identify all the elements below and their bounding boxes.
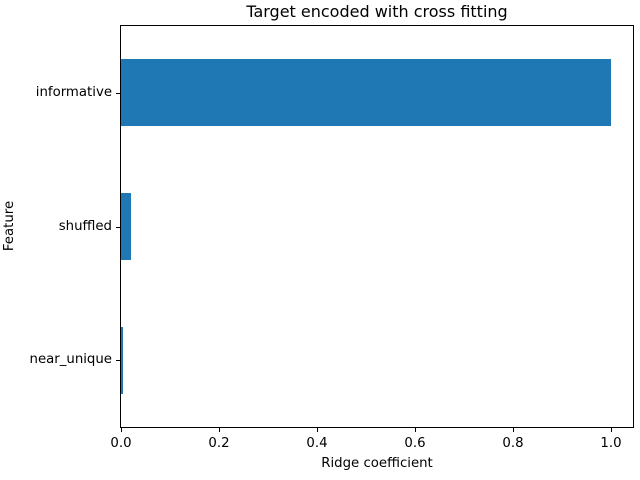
bar-near_unique bbox=[121, 327, 123, 394]
y-tick-mark bbox=[116, 360, 120, 361]
x-tick-label-0: 0.0 bbox=[110, 436, 132, 451]
x-tick-label-0.8: 0.8 bbox=[502, 436, 524, 451]
chart-title: Target encoded with cross fitting bbox=[246, 2, 508, 21]
y-tick-mark bbox=[116, 93, 120, 94]
x-tick-mark bbox=[121, 428, 122, 432]
y-tick-label-near_unique: near_unique bbox=[29, 352, 112, 367]
bar-informative bbox=[121, 59, 611, 126]
x-tick-label-0.4: 0.4 bbox=[306, 436, 328, 451]
x-tick-label-0.6: 0.6 bbox=[404, 436, 426, 451]
x-tick-label-0.2: 0.2 bbox=[208, 436, 230, 451]
x-tick-mark bbox=[219, 428, 220, 432]
y-tick-label-shuffled: shuffled bbox=[58, 219, 112, 234]
x-tick-mark bbox=[317, 428, 318, 432]
y-axis-label: Feature bbox=[2, 200, 17, 252]
x-tick-mark bbox=[415, 428, 416, 432]
x-tick-label-1: 1.0 bbox=[600, 436, 622, 451]
x-axis-label: Ridge coefficient bbox=[321, 456, 433, 471]
bar-shuffled bbox=[121, 193, 131, 260]
x-tick-mark bbox=[513, 428, 514, 432]
y-tick-label-informative: informative bbox=[35, 85, 112, 100]
y-tick-mark bbox=[116, 227, 120, 228]
plot-area bbox=[120, 25, 634, 428]
x-tick-mark bbox=[611, 428, 612, 432]
